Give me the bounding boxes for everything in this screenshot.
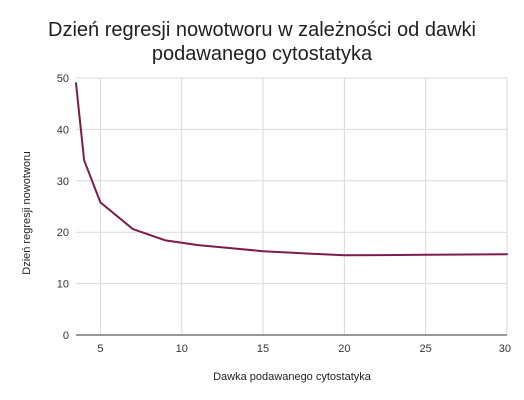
x-tick-label: 15 xyxy=(257,343,269,355)
x-tick-label: 10 xyxy=(176,343,188,355)
chart-title: Dzień regresji nowotworu w zależności od… xyxy=(0,18,524,66)
chart-title-line-1: Dzień regresji nowotworu w zależności od… xyxy=(48,19,476,41)
x-tick-label: 20 xyxy=(338,343,350,355)
y-tick-label: 40 xyxy=(57,124,69,136)
y-tick-label: 20 xyxy=(57,227,69,239)
tick-labels: 0 10 20 30 40 50 5 10 15 20 25 30 xyxy=(57,73,511,355)
x-tick-label: 25 xyxy=(420,343,432,355)
x-tick-label: 5 xyxy=(97,343,103,355)
y-axis-label: Dzień regresji nowotworu xyxy=(21,151,33,275)
y-tick-label: 50 xyxy=(57,73,69,85)
x-axis-label: Dawka podawanego cytostatyka xyxy=(213,371,371,383)
chart-title-line-2: podawanego cytostatyka xyxy=(151,43,373,65)
x-tick-label: 30 xyxy=(499,343,511,355)
y-tick-label: 10 xyxy=(57,279,69,291)
series-lines xyxy=(75,82,508,257)
series-line xyxy=(75,82,508,257)
gridlines xyxy=(76,77,508,335)
y-tick-label: 0 xyxy=(63,330,69,342)
y-tick-label: 30 xyxy=(57,176,69,188)
